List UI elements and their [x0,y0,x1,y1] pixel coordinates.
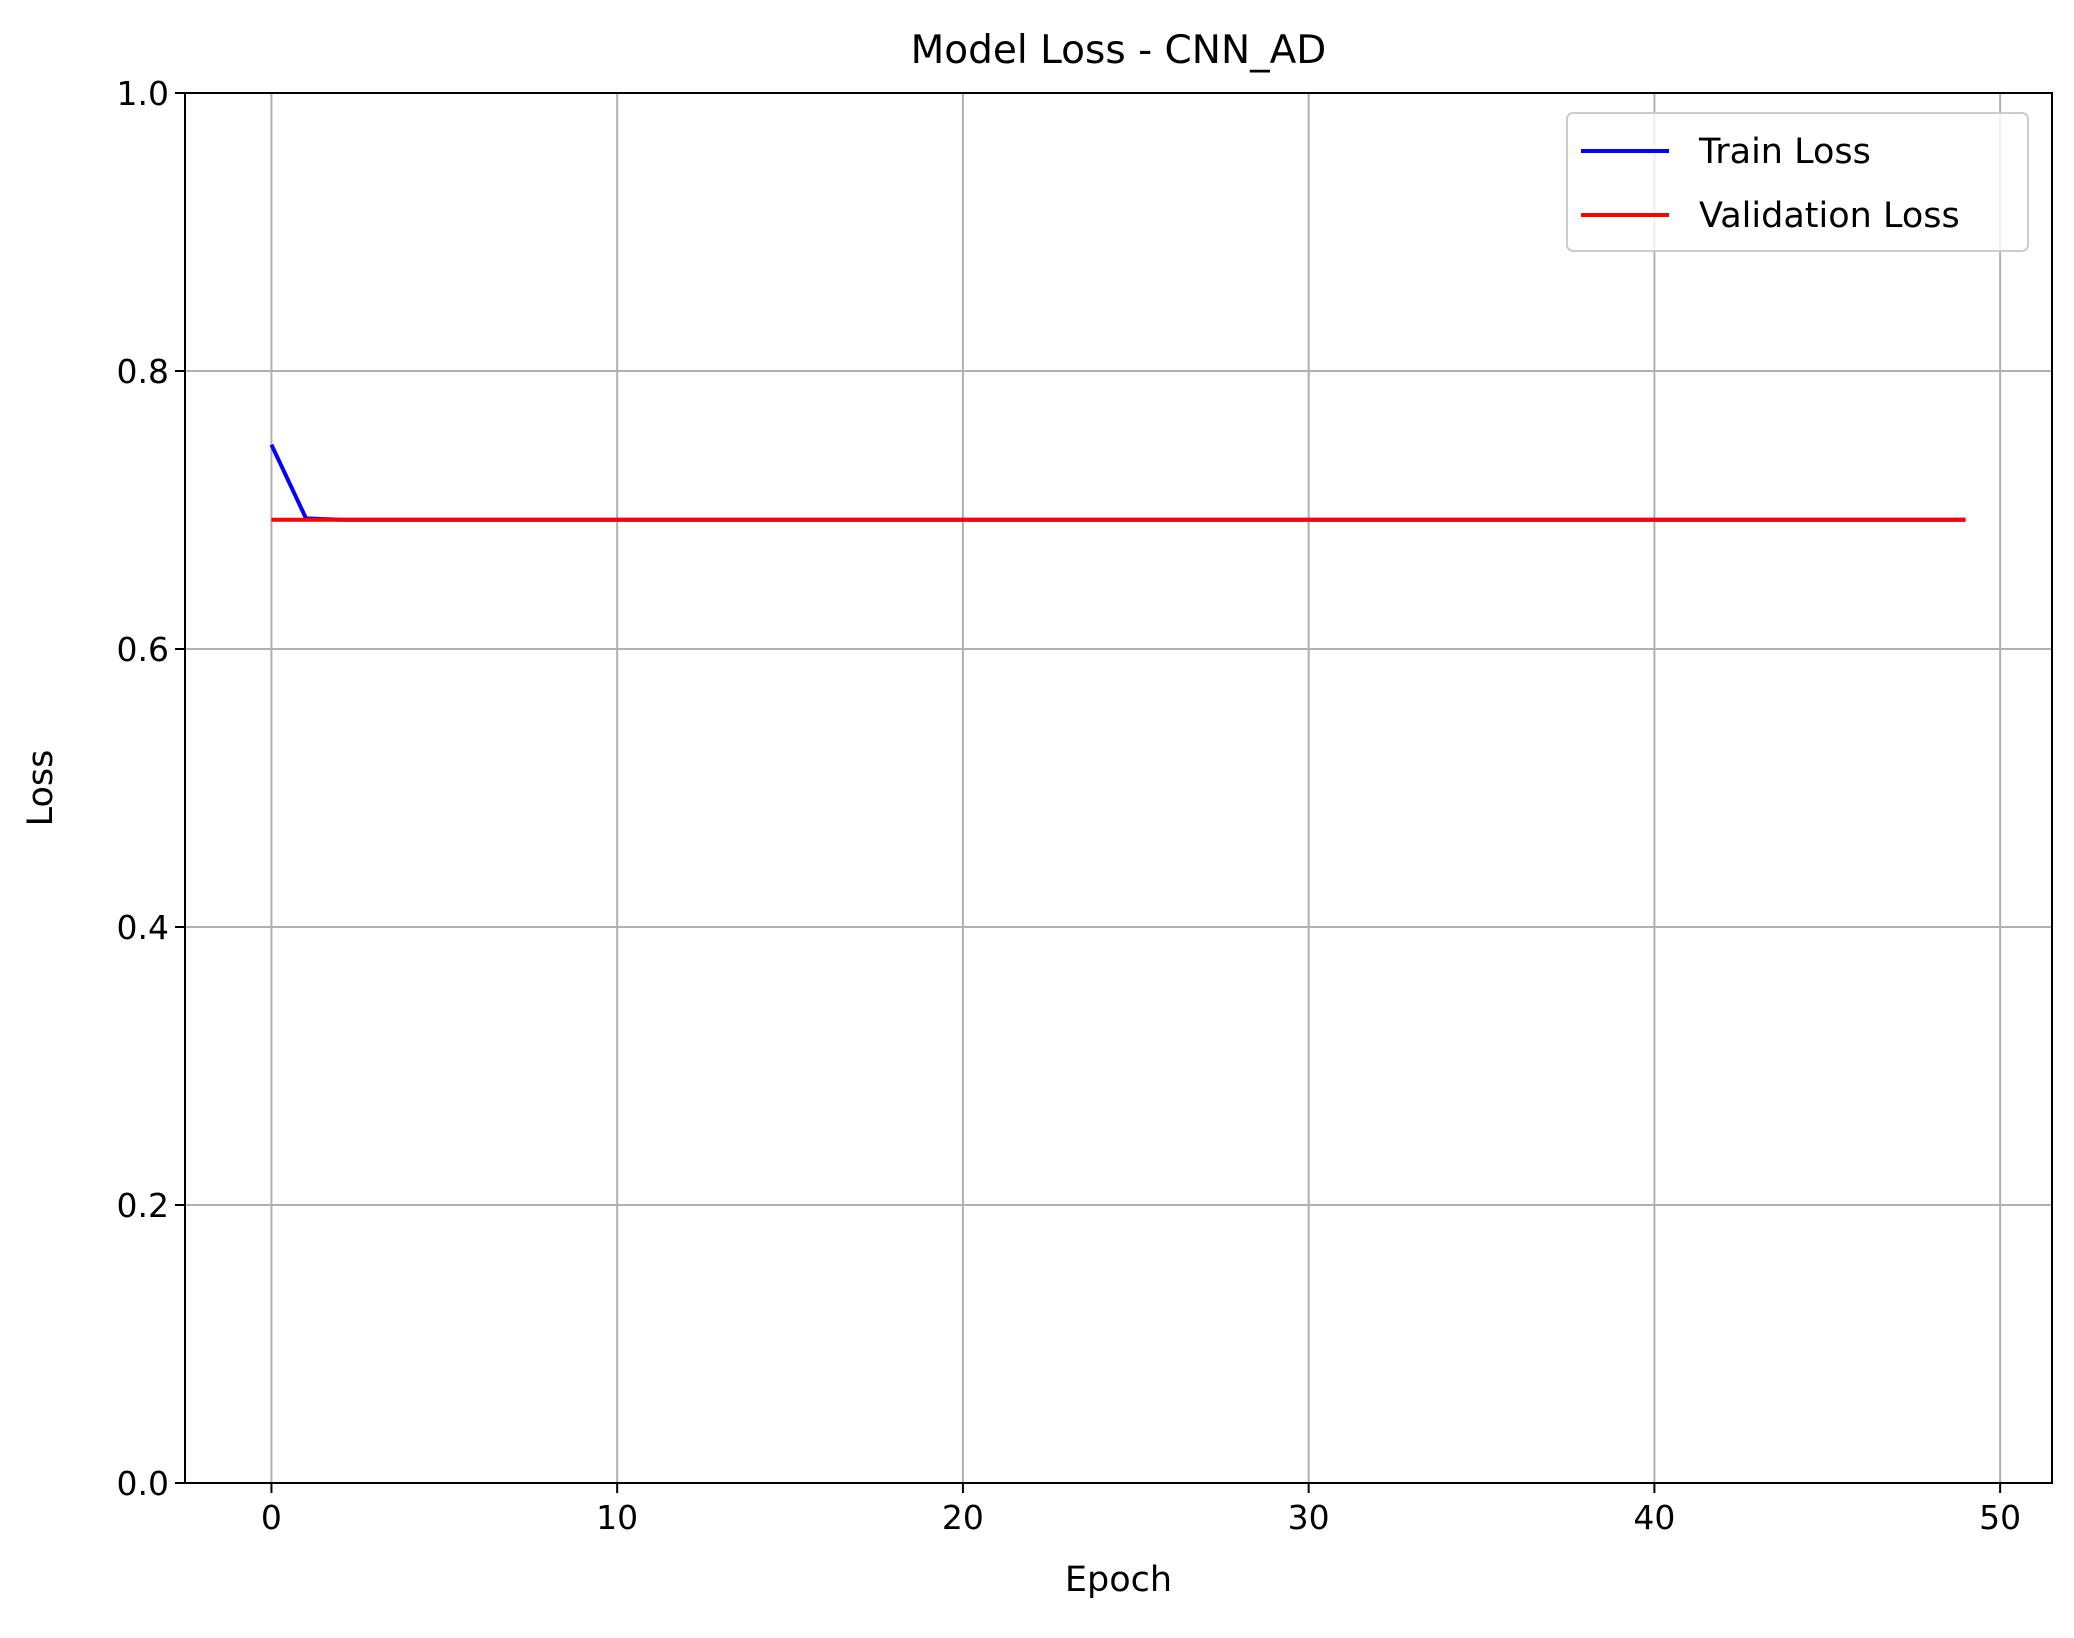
series-lines [269,443,1966,522]
x-axis-label: Epoch [1065,1560,1172,1600]
x-tick-label: 40 [1633,1498,1675,1537]
legend-label: Validation Loss [1699,196,1960,236]
x-tick-label: 50 [1979,1498,2021,1537]
chart-title: Model Loss - CNN_AD [911,28,1327,73]
plot-frame [184,92,2053,1484]
x-tick-label: 20 [942,1498,984,1537]
legend-box [1566,112,2029,252]
x-tick-label: 30 [1288,1498,1330,1537]
x-tick-label: 0 [261,1498,282,1537]
y-tick-label: 0.8 [117,352,169,391]
x-tick-label: 10 [596,1498,638,1537]
axis-ticks: 0 10 20 30 40 50 0.0 0.2 0.4 0.6 0.8 1.0 [117,74,2022,1537]
legend: Train Loss Validation Loss [1566,112,2029,252]
y-tick-label: 0.2 [117,1186,169,1225]
y-axis-label: Loss [21,750,61,827]
y-tick-label: 0.0 [117,1464,169,1503]
y-tick-label: 0.6 [117,630,169,669]
grid [185,92,2052,1484]
y-tick-label: 0.4 [117,908,169,947]
legend-label: Train Loss [1698,132,1871,172]
y-tick-label: 1.0 [117,74,169,113]
